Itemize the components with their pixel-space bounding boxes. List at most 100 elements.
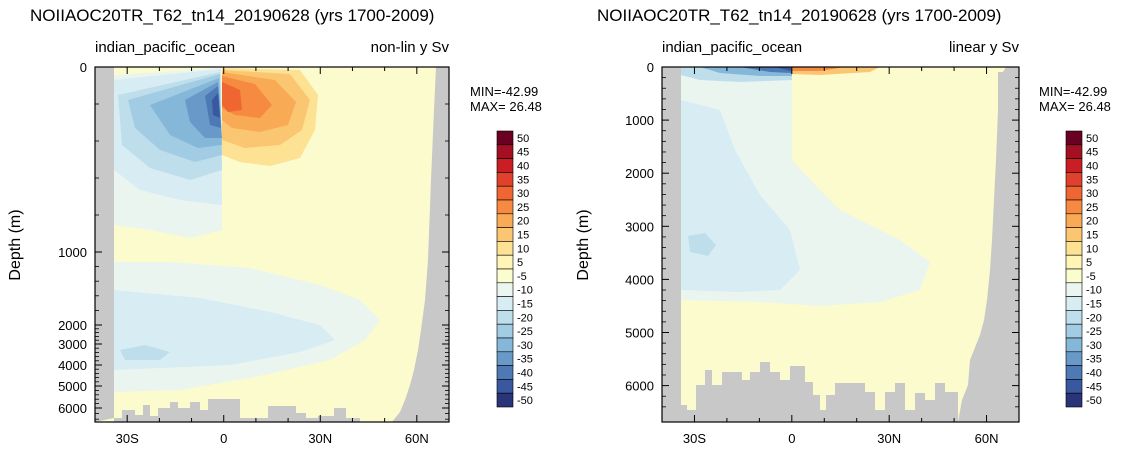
colorbar-swatch <box>1065 227 1083 242</box>
colorbar-swatch <box>496 227 514 242</box>
colorbar-label: -30 <box>1086 340 1102 352</box>
colorbar-swatch <box>1065 351 1083 366</box>
colorbar-label: -25 <box>1086 326 1102 338</box>
colorbar-label: 40 <box>1086 161 1098 173</box>
colorbar-swatch <box>496 296 514 311</box>
land-mask-north <box>958 67 1019 422</box>
colorbar-swatch <box>1065 282 1083 297</box>
colorbar-swatch <box>1065 254 1083 270</box>
x-tick-label: 30N <box>308 431 332 446</box>
colorbar-label: -45 <box>517 381 533 393</box>
colorbar-swatch <box>496 144 514 159</box>
colorbar-label: -10 <box>517 285 533 297</box>
y-tick-label: 3000 <box>58 337 87 352</box>
x-tick-label: 30S <box>683 431 706 446</box>
x-tick-label: 60N <box>405 431 429 446</box>
colorbar-swatch <box>496 337 514 353</box>
colorbar-label: 20 <box>517 216 529 228</box>
colorbar-label: -45 <box>1086 381 1102 393</box>
left-subtitle: indian_pacific_ocean <box>662 39 802 56</box>
colorbar-label: 30 <box>1086 188 1098 200</box>
panel-title: NOIIAOC20TR_T62_tn14_20190628 (yrs 1700-… <box>30 6 434 25</box>
colorbar-label: 10 <box>517 243 529 255</box>
colorbar-swatch <box>1065 241 1083 256</box>
colorbar-swatch <box>496 130 514 146</box>
colorbar-label: -15 <box>1086 299 1102 311</box>
right-subtitle: non-lin y Sv <box>371 39 450 56</box>
colorbar-label: 30 <box>517 188 529 200</box>
colorbar-swatch <box>496 351 514 366</box>
colorbar-swatch <box>1065 213 1083 228</box>
y-tick-label: 3000 <box>625 219 654 234</box>
colorbar-label: 15 <box>1086 230 1098 242</box>
seafloor-mask <box>687 362 958 422</box>
colorbar-label: 25 <box>1086 202 1098 214</box>
colorbar-label: 40 <box>517 161 529 173</box>
colorbar-label: -10 <box>1086 285 1102 297</box>
colorbar-swatch <box>1065 199 1083 215</box>
right-subtitle: linear y Sv <box>949 39 1020 56</box>
colorbar-swatch <box>1065 158 1083 173</box>
colorbar-swatch <box>496 254 514 270</box>
colorbar-swatch <box>1065 268 1083 284</box>
colorbar-swatch <box>496 310 514 325</box>
y-tick-label: 5000 <box>58 379 87 394</box>
y-tick-label: 2000 <box>58 318 87 333</box>
colorbar-label: -5 <box>517 271 527 283</box>
colorbar-swatch <box>496 323 514 339</box>
min-label: MIN=-42.99 <box>1039 84 1107 99</box>
left-subtitle: indian_pacific_ocean <box>95 39 235 56</box>
colorbar-label: -30 <box>517 340 533 352</box>
colorbar-swatch <box>496 268 514 284</box>
colorbar-label: 50 <box>517 133 529 145</box>
colorbar-swatch <box>1065 365 1083 380</box>
panel-linear: NOIIAOC20TR_T62_tn14_20190628 (yrs 1700-… <box>575 6 1111 446</box>
colorbar-swatch <box>496 185 514 201</box>
colorbar-label: 20 <box>1086 216 1098 228</box>
axis-ticks: 30S 0 30N 60N 0 1000 2000 3000 4000 5000 6000 <box>58 60 450 446</box>
y-tick-label: 6000 <box>58 401 87 416</box>
colorbar-label: -40 <box>517 368 533 380</box>
land-mask-south <box>95 67 114 422</box>
panel-nonlin: NOIIAOC20TR_T62_tn14_20190628 (yrs 1700-… <box>7 6 542 446</box>
colorbar-label: 10 <box>1086 243 1098 255</box>
colorbar-swatch <box>1065 185 1083 201</box>
max-label: MAX= 26.48 <box>1039 99 1111 114</box>
y-tick-label: 0 <box>647 60 654 75</box>
y-tick-label: 2000 <box>625 166 654 181</box>
colorbar-swatch <box>496 213 514 228</box>
y-axis-label: Depth (m) <box>7 209 24 280</box>
land-mask-south <box>662 67 687 422</box>
y-tick-label: 5000 <box>625 326 654 341</box>
x-tick-label: 30S <box>116 431 139 446</box>
y-tick-label: 1000 <box>625 113 654 128</box>
x-tick-label: 0 <box>788 431 795 446</box>
colorbar-swatch <box>496 282 514 297</box>
colorbar-swatch <box>496 392 514 408</box>
land-mask-north <box>392 67 449 422</box>
colorbar-swatch <box>1065 337 1083 353</box>
max-label: MAX= 26.48 <box>470 99 542 114</box>
y-axis-label: Depth (m) <box>575 209 592 280</box>
colorbar-swatch <box>496 158 514 173</box>
colorbar-label: -35 <box>1086 354 1102 366</box>
colorbar-label: -15 <box>517 299 533 311</box>
min-label: MIN=-42.99 <box>470 84 538 99</box>
colorbar-swatch <box>1065 130 1083 146</box>
axis-ticks: 30S 0 30N 60N 0 1000 2000 3000 4000 5000 6000 <box>625 60 1020 446</box>
colorbar-swatch <box>496 241 514 256</box>
colorbar-label: -20 <box>517 312 533 324</box>
colorbar-label: -40 <box>1086 368 1102 380</box>
seafloor-mask <box>114 399 360 422</box>
plot-area: 30S 0 30N 60N 0 1000 2000 3000 4000 5000 6000 <box>58 60 450 446</box>
colorbar-swatch <box>1065 144 1083 159</box>
colorbar-label: 5 <box>517 257 523 269</box>
colorbar-swatch <box>1065 379 1083 394</box>
y-tick-label: 4000 <box>58 358 87 373</box>
colorbar-swatch <box>496 379 514 394</box>
x-tick-label: 60N <box>975 431 999 446</box>
colorbar-swatch <box>1065 296 1083 311</box>
panel-title: NOIIAOC20TR_T62_tn14_20190628 (yrs 1700-… <box>597 6 1001 25</box>
